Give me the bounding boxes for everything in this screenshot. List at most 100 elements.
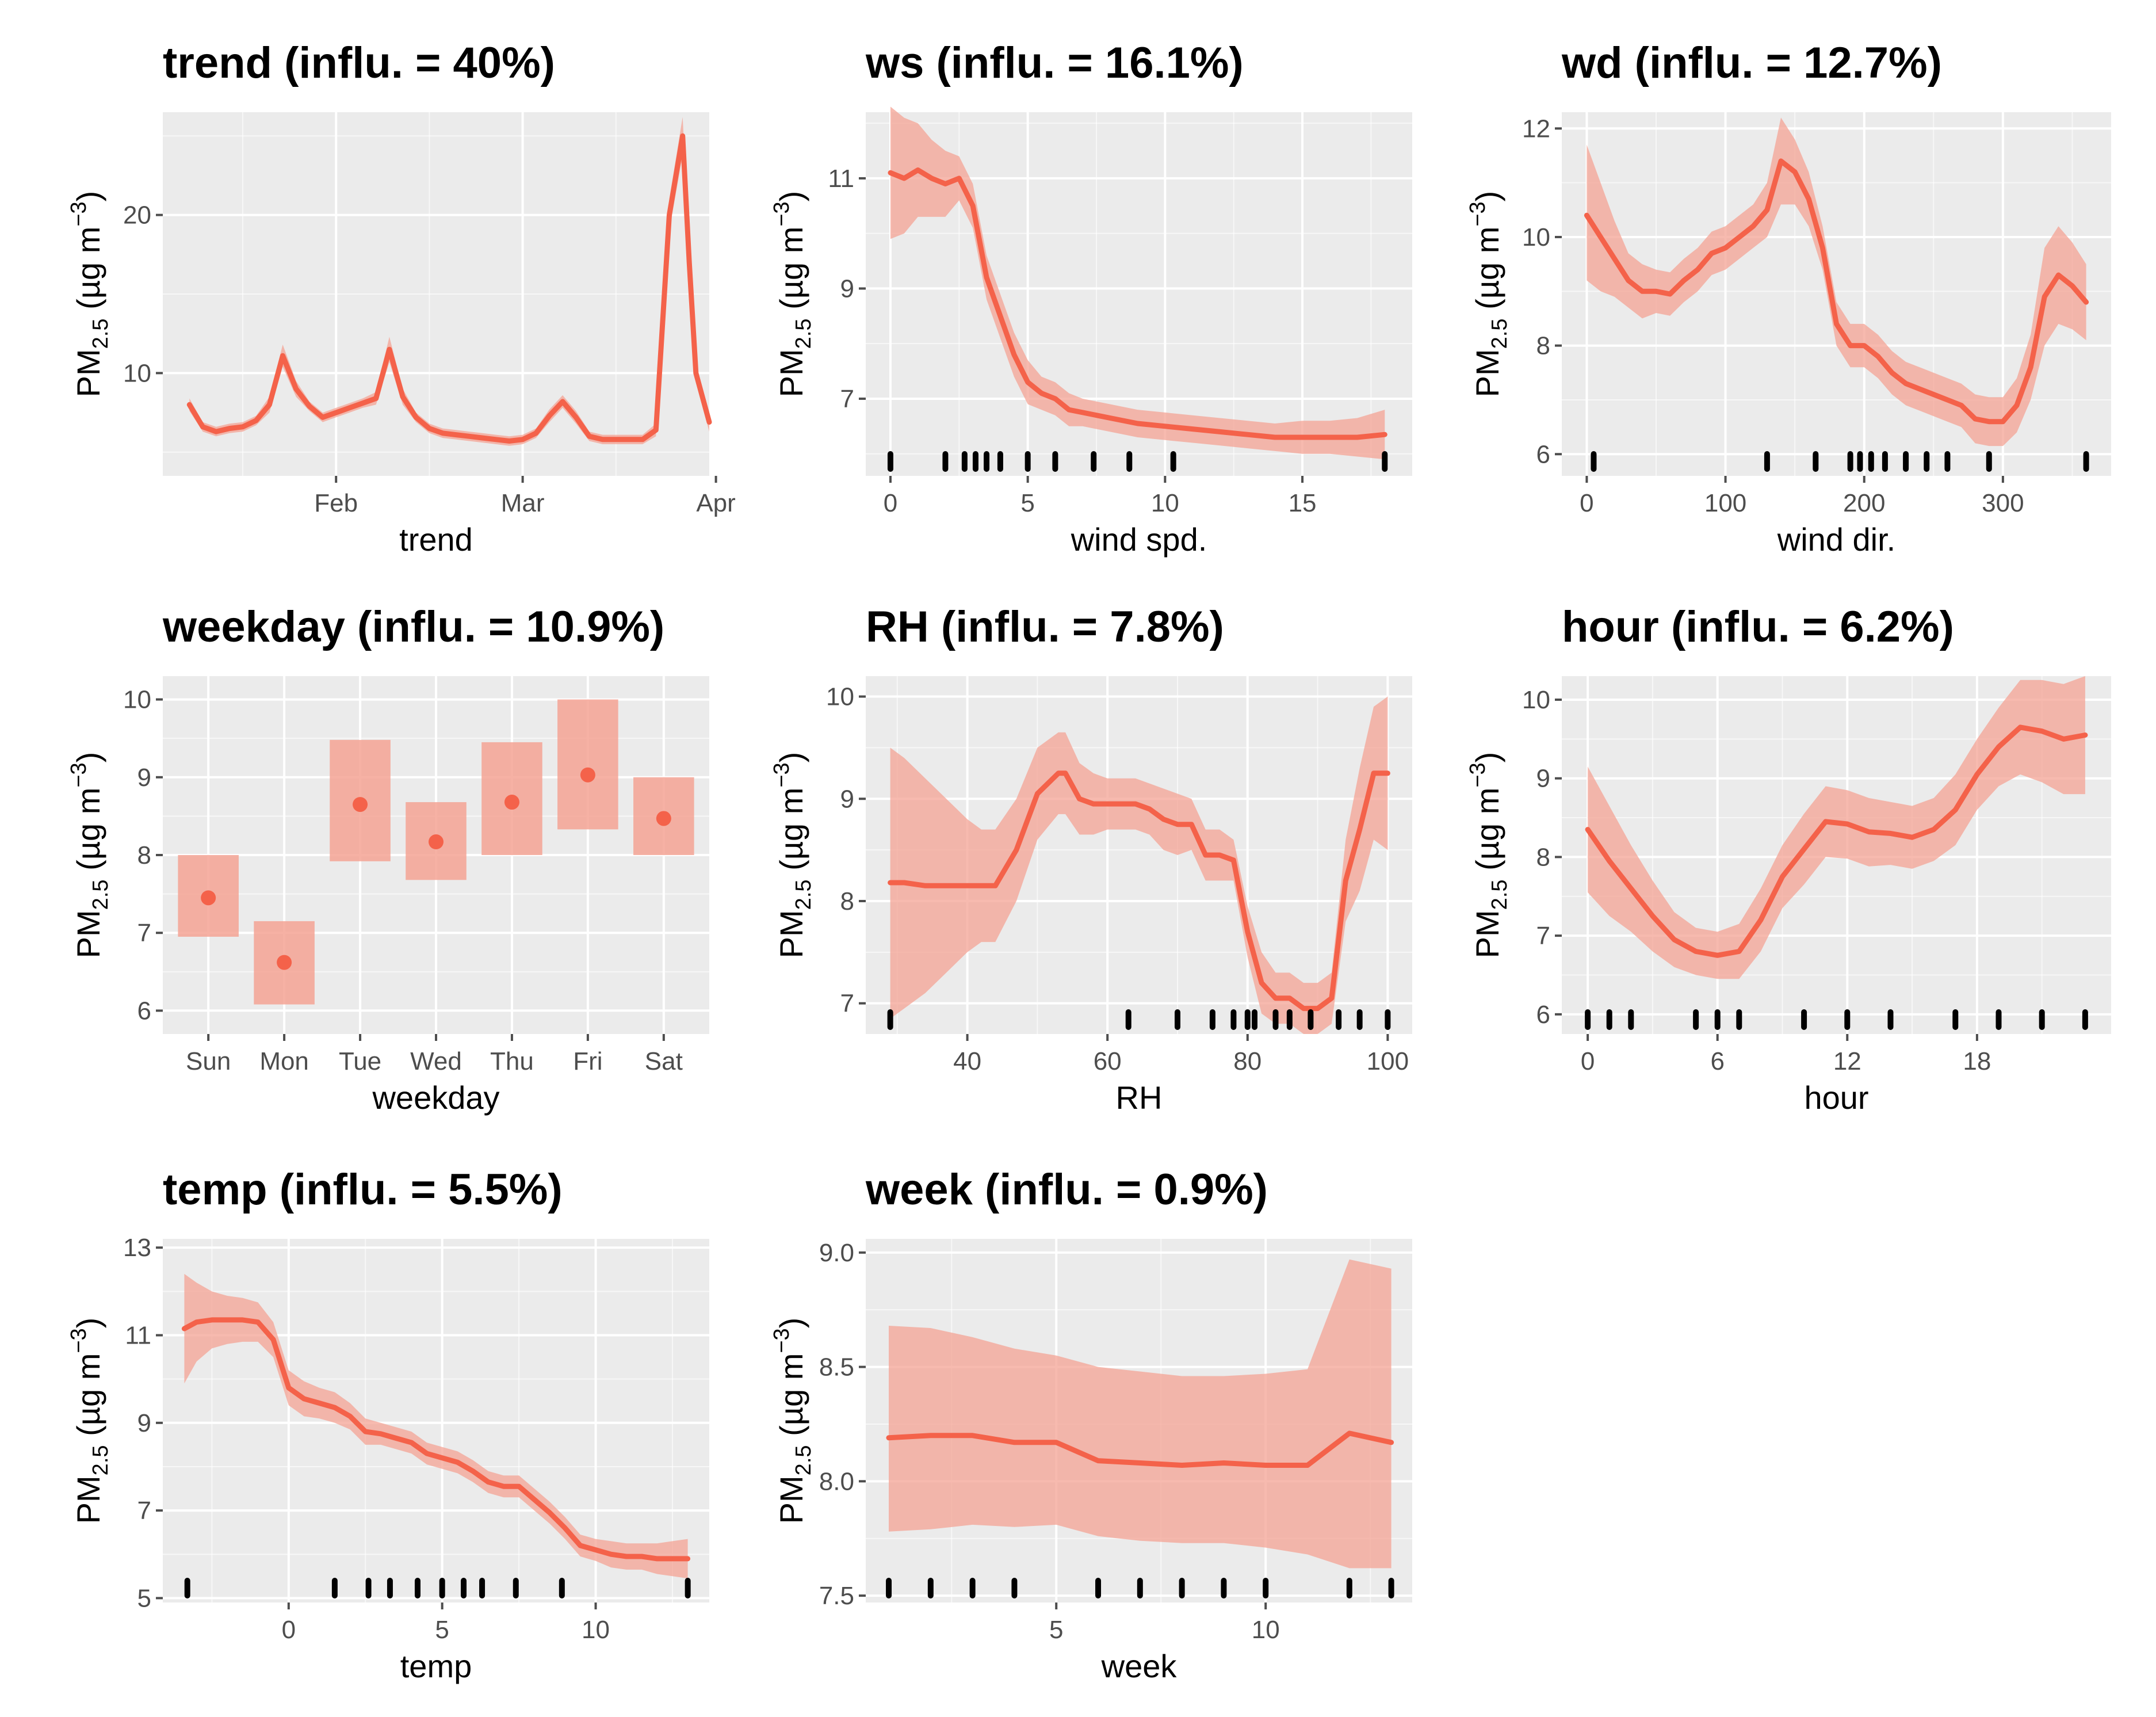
y-axis-label-part: (µg m bbox=[70, 227, 106, 319]
y-tick-label: 9 bbox=[840, 785, 854, 813]
y-axis-label-part: ) bbox=[773, 752, 809, 763]
y-tick-label: 11 bbox=[828, 165, 854, 193]
x-tick-label: Sat bbox=[645, 1047, 683, 1075]
y-axis-label-part: ) bbox=[1469, 752, 1505, 763]
x-tick-label: 0 bbox=[282, 1616, 296, 1644]
y-axis-label-part: 2.5 bbox=[792, 879, 816, 910]
x-tick-label: 5 bbox=[435, 1616, 449, 1644]
interval-box-fri bbox=[557, 699, 618, 830]
y-axis-label-part: ) bbox=[773, 1318, 809, 1329]
chart-wd: wd (influ. = 12.7%) 6 8 10 12 0 100 200 300 wind … bbox=[1466, 39, 2111, 558]
y-axis-label-part: PM bbox=[1469, 349, 1505, 397]
y-axis-label-part: −3 bbox=[770, 1328, 794, 1353]
x-tick-label: Mon bbox=[259, 1047, 309, 1075]
chart-ws: ws (influ. = 16.1%) 7 9 11 0 5 10 15 wind spd. PM… bbox=[770, 39, 1412, 558]
x-tick-label: Fri bbox=[573, 1047, 602, 1075]
series-line bbox=[181, 1317, 691, 1562]
x-axis-label: wind dir. bbox=[1777, 521, 1895, 558]
y-axis-label-part: PM bbox=[773, 349, 809, 397]
y-tick-label: 8 bbox=[137, 841, 151, 869]
y-axis-label: PM2.5 (µg m−3) bbox=[1466, 752, 1512, 959]
y-tick-label: 10 bbox=[123, 686, 151, 714]
y-tick-label: 7 bbox=[840, 385, 854, 413]
y-axis-label: PM2.5 (µg m−3) bbox=[770, 1318, 816, 1524]
y-axis-label-part: PM bbox=[1469, 910, 1505, 958]
y-axis-label-part: ) bbox=[70, 191, 106, 202]
point-sat bbox=[656, 811, 671, 826]
point-mon bbox=[277, 955, 292, 970]
y-tick-label: 7.5 bbox=[819, 1582, 854, 1610]
x-axis-label: week bbox=[1101, 1648, 1178, 1684]
y-axis-label-part: (µg m bbox=[773, 788, 809, 880]
x-tick-label: Thu bbox=[490, 1047, 534, 1075]
x-tick-label: Feb bbox=[314, 489, 358, 517]
chart-RH: RH (influ. = 7.8%) 7 8 9 10 40 60 80 100 RH PM2.5 … bbox=[770, 602, 1412, 1116]
chart-title: weekday (influ. = 10.9%) bbox=[162, 602, 664, 651]
x-tick-label: Wed bbox=[410, 1047, 462, 1075]
y-axis-label-part: 2.5 bbox=[1488, 879, 1512, 910]
x-axis-label: RH bbox=[1116, 1079, 1163, 1116]
y-tick-label: 7 bbox=[137, 1497, 151, 1525]
y-axis-label-part: 2.5 bbox=[792, 318, 816, 349]
x-tick-label: 200 bbox=[1843, 489, 1885, 517]
point-tue bbox=[353, 797, 368, 812]
point-thu bbox=[504, 795, 519, 810]
y-axis-label-part: −3 bbox=[67, 201, 91, 226]
x-axis-label: hour bbox=[1804, 1079, 1868, 1116]
x-tick-label: Mar bbox=[501, 489, 545, 517]
y-tick-label: 10 bbox=[123, 359, 151, 387]
x-tick-label: Tue bbox=[339, 1047, 381, 1075]
y-axis-label: PM2.5 (µg m−3) bbox=[67, 191, 113, 398]
y-axis-label: PM2.5 (µg m−3) bbox=[770, 191, 816, 398]
confidence-band bbox=[889, 1259, 1392, 1569]
y-tick-label: 6 bbox=[137, 997, 151, 1025]
x-tick-label: 100 bbox=[1704, 489, 1746, 517]
chart-title: week (influ. = 0.9%) bbox=[865, 1165, 1268, 1214]
y-tick-label: 8.5 bbox=[819, 1353, 854, 1382]
x-axis-label: trend bbox=[399, 521, 473, 558]
y-axis-label-part: 2.5 bbox=[792, 1445, 816, 1475]
x-tick-label: 80 bbox=[1233, 1047, 1262, 1075]
x-tick-label: 0 bbox=[1580, 489, 1593, 517]
y-axis-label-part: −3 bbox=[1466, 201, 1490, 226]
y-axis-label-part: (µg m bbox=[773, 1353, 809, 1445]
x-tick-label: Apr bbox=[696, 489, 735, 517]
y-axis-label-part: (µg m bbox=[773, 227, 809, 319]
y-tick-label: 20 bbox=[123, 201, 151, 230]
y-axis-label-part: PM bbox=[70, 910, 106, 958]
chart-title: ws (influ. = 16.1%) bbox=[865, 39, 1244, 87]
y-axis-label-part: −3 bbox=[1466, 762, 1490, 787]
y-axis-label-part: 2.5 bbox=[89, 318, 113, 349]
y-tick-label: 9 bbox=[137, 764, 151, 792]
y-axis-label-part: ) bbox=[1469, 191, 1505, 202]
y-axis-label-part: (µg m bbox=[1469, 227, 1505, 319]
series-line bbox=[186, 133, 712, 444]
confidence-band bbox=[1588, 676, 2085, 979]
y-axis-label-part: PM bbox=[70, 1475, 106, 1524]
x-tick-label: 15 bbox=[1289, 489, 1317, 517]
x-tick-label: 10 bbox=[1151, 489, 1179, 517]
x-axis-label: weekday bbox=[372, 1079, 499, 1116]
y-axis-label-part: −3 bbox=[67, 762, 91, 787]
chart-trend: trend (influ. = 40%) 10 20 Feb Mar Apr trend PM… bbox=[67, 39, 736, 558]
y-tick-label: 8 bbox=[840, 887, 854, 915]
x-tick-label: 0 bbox=[1581, 1047, 1595, 1075]
y-tick-label: 7 bbox=[840, 990, 854, 1018]
y-tick-label: 10 bbox=[1522, 686, 1550, 714]
y-axis-label-part: 2.5 bbox=[1488, 318, 1512, 349]
y-tick-label: 8.0 bbox=[819, 1467, 854, 1495]
y-axis-label-part: −3 bbox=[67, 1328, 91, 1353]
y-axis-label: PM2.5 (µg m−3) bbox=[770, 752, 816, 959]
x-tick-label: Sun bbox=[186, 1047, 231, 1075]
confidence-band bbox=[890, 696, 1388, 1034]
chart-title: RH (influ. = 7.8%) bbox=[866, 602, 1224, 651]
y-axis-label-part: 2.5 bbox=[89, 1445, 113, 1475]
point-fri bbox=[580, 767, 595, 783]
point-sun bbox=[201, 890, 216, 906]
x-tick-label: 300 bbox=[1982, 489, 2024, 517]
y-tick-label: 7 bbox=[137, 919, 151, 947]
y-tick-label: 9 bbox=[137, 1409, 151, 1437]
chart-title: temp (influ. = 5.5%) bbox=[163, 1165, 563, 1214]
y-tick-label: 7 bbox=[1536, 922, 1550, 950]
y-tick-label: 11 bbox=[125, 1322, 151, 1350]
